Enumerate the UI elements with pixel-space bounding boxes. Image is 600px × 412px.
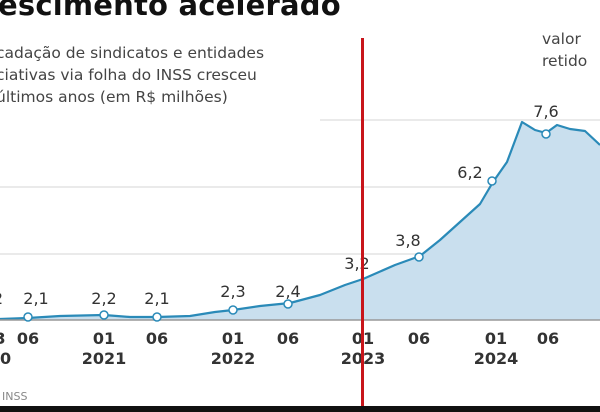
data-markers bbox=[23, 129, 551, 322]
svg-text:2: 2 bbox=[0, 289, 3, 308]
svg-text:3,8: 3,8 bbox=[395, 231, 420, 250]
svg-text:2022: 2022 bbox=[211, 349, 256, 368]
svg-text:2,4: 2,4 bbox=[275, 282, 300, 301]
area-fill bbox=[0, 122, 600, 320]
svg-text:2,2: 2,2 bbox=[91, 289, 116, 308]
subtitle-line: últimos anos (em R$ milhões) bbox=[0, 88, 228, 106]
annotation-line: valor bbox=[542, 30, 581, 48]
svg-text:2024: 2024 bbox=[474, 349, 519, 368]
subtitle-line: ciativas via folha do INSS cresceu bbox=[0, 66, 257, 84]
svg-text:06: 06 bbox=[408, 329, 430, 348]
svg-text:6,2: 6,2 bbox=[457, 163, 482, 182]
bottom-border bbox=[0, 406, 600, 412]
svg-text:01: 01 bbox=[222, 329, 244, 348]
subtitle-line: cadação de sindicatos e entidades bbox=[0, 44, 265, 62]
svg-text:7,6: 7,6 bbox=[533, 102, 558, 121]
annotation-line: retido bbox=[542, 52, 588, 70]
svg-text:3: 3 bbox=[0, 329, 6, 348]
svg-text:06: 06 bbox=[146, 329, 168, 348]
svg-text:01: 01 bbox=[93, 329, 115, 348]
svg-text:01: 01 bbox=[485, 329, 507, 348]
x-axis-labels: 3 06 01 06 01 06 01 06 01 06 20 2021 202… bbox=[0, 329, 559, 368]
svg-text:06: 06 bbox=[277, 329, 299, 348]
source-label: INSS bbox=[2, 390, 28, 403]
svg-text:2,1: 2,1 bbox=[144, 289, 169, 308]
svg-text:06: 06 bbox=[17, 329, 39, 348]
svg-text:20: 20 bbox=[0, 349, 11, 368]
data-line bbox=[0, 120, 600, 321]
svg-text:2,3: 2,3 bbox=[220, 282, 245, 301]
chart-title: escimento acelerado bbox=[0, 0, 341, 22]
valor-retido-annotation: valor retido bbox=[542, 28, 587, 72]
svg-text:2021: 2021 bbox=[82, 349, 127, 368]
chart-subtitle: cadação de sindicatos e entidades ciativ… bbox=[0, 42, 264, 108]
svg-text:06: 06 bbox=[537, 329, 559, 348]
svg-text:2,1: 2,1 bbox=[23, 289, 48, 308]
svg-text:3,2: 3,2 bbox=[344, 254, 369, 273]
highlight-vertical-line bbox=[361, 38, 364, 412]
